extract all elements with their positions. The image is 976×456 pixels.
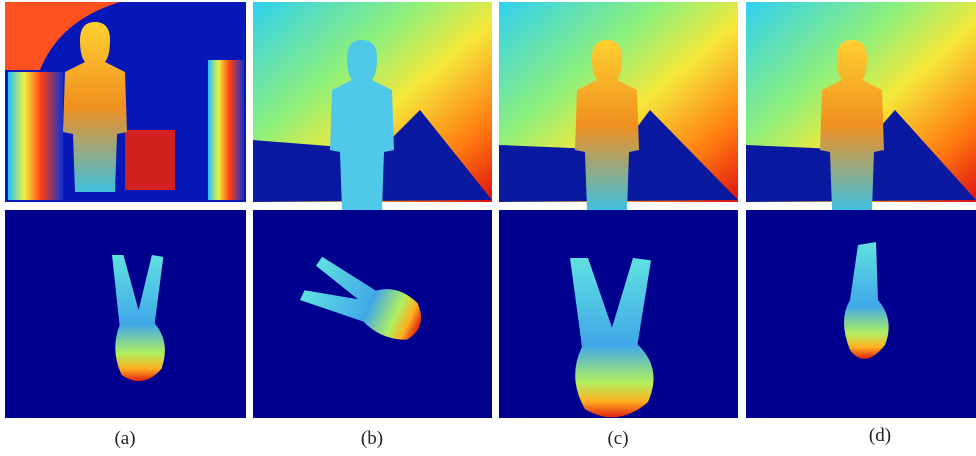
hand-image-a [5,210,246,418]
depth-image-b [253,2,492,210]
hand-image-b [253,210,492,418]
depth-image-d [746,2,976,210]
figure: (a) (b) (c) (d) [0,0,976,456]
panel-label: (c) [607,428,628,449]
depth-image-a [5,2,246,202]
panel-label: (a) [114,428,135,449]
hand-image-d [746,210,976,418]
panel-label: (d) [869,425,891,446]
hand-image-c [499,210,738,418]
depth-image-c [499,2,738,210]
panel-label: (b) [361,428,383,449]
